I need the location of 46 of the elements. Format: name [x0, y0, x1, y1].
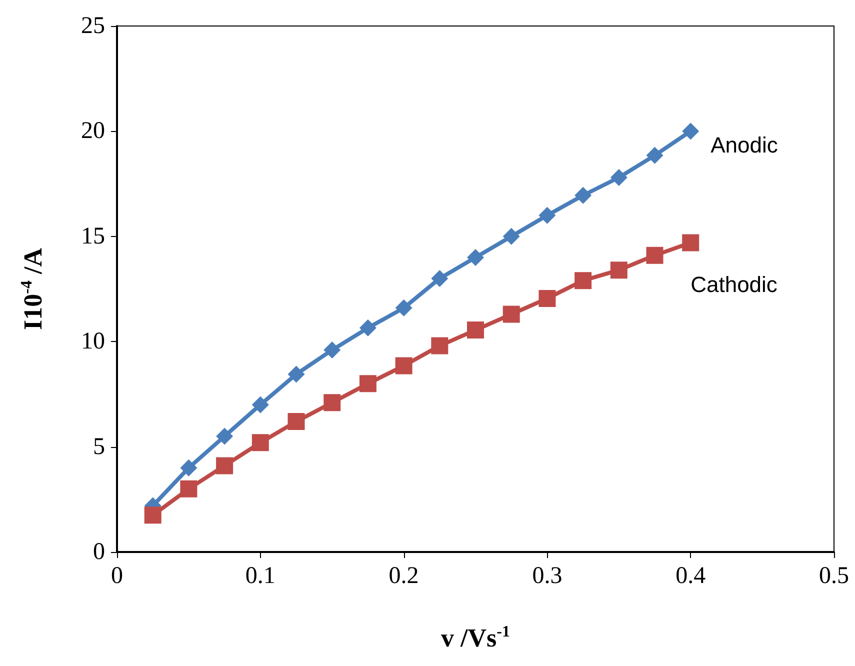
point [395, 357, 412, 374]
point [252, 434, 269, 452]
point [646, 246, 664, 264]
x-tick-label: 0.1 [245, 563, 276, 589]
point [574, 272, 592, 290]
point [395, 299, 412, 316]
point [180, 459, 198, 476]
x-tick-label: 0.4 [676, 563, 706, 589]
point [502, 306, 520, 323]
point [610, 168, 628, 186]
y-tick-label: 0 [93, 539, 105, 565]
point [359, 375, 376, 392]
y-tick-label: 5 [93, 434, 105, 460]
series-label: Anodic [710, 132, 778, 158]
point [646, 146, 664, 164]
point [538, 290, 556, 307]
x-tick-label: 0.5 [819, 563, 849, 589]
y-tick-label: 15 [81, 223, 105, 250]
y-tick-label: 20 [81, 118, 105, 144]
point [324, 394, 341, 412]
point [467, 322, 484, 339]
x-tick-label: 0.2 [388, 563, 419, 589]
point [431, 270, 448, 287]
point [180, 480, 198, 498]
point [431, 337, 448, 354]
y-tick-label: 10 [81, 328, 105, 355]
point [216, 428, 234, 445]
point [467, 248, 484, 266]
point [252, 396, 269, 414]
point [574, 186, 592, 204]
point [682, 234, 700, 252]
x-tick-label: 0 [111, 563, 123, 589]
point [288, 413, 305, 430]
point [359, 319, 376, 336]
point [216, 457, 234, 474]
point [610, 262, 628, 279]
point [288, 366, 305, 383]
x-tick-label: 0.3 [532, 563, 562, 589]
point [144, 506, 162, 524]
series-label: Cathodic [690, 272, 778, 298]
point [324, 342, 341, 359]
y-axis-title: I10-4 /A [18, 248, 48, 330]
point [682, 122, 700, 140]
y-tick-label: 25 [81, 13, 105, 39]
point [538, 206, 556, 224]
point [502, 228, 520, 245]
